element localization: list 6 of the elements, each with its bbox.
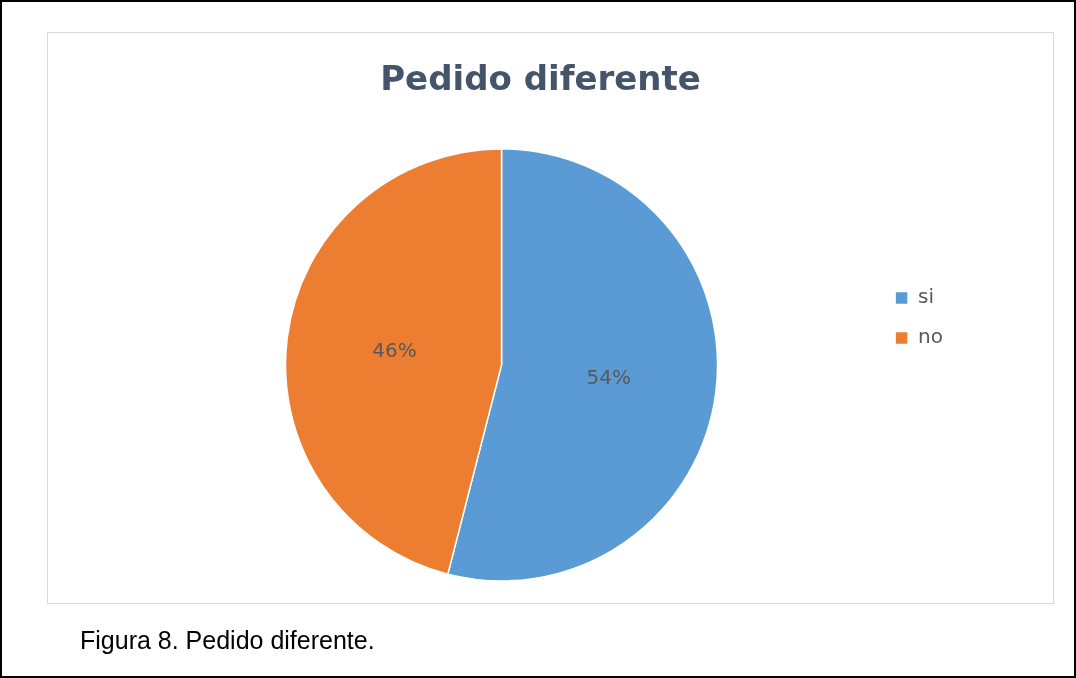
chart-title: Pedido diferente — [380, 58, 701, 99]
legend-label: no — [918, 324, 944, 349]
text: Figura 8. Pedido diferente. — [80, 626, 375, 655]
data-label: 46% — [372, 337, 417, 362]
data-label: 54% — [586, 364, 631, 389]
legend-label: si — [918, 284, 935, 309]
